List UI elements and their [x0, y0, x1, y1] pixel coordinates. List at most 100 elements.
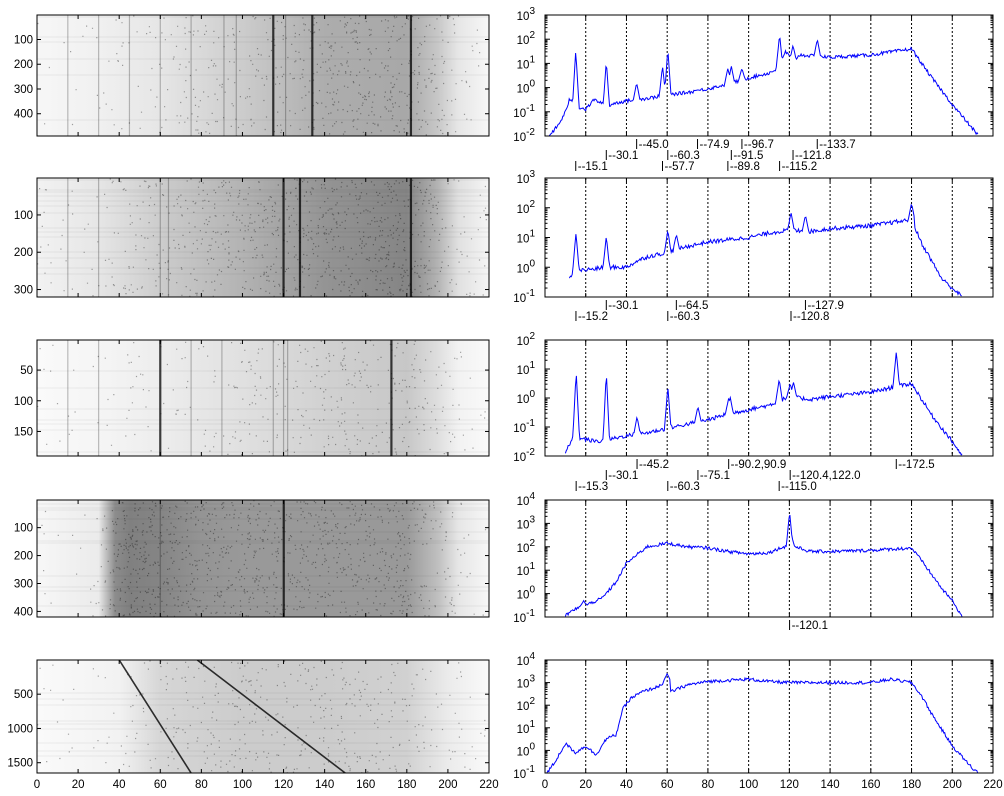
- x-tick-label: 80: [195, 779, 208, 791]
- y-tick-label: 1000: [7, 723, 33, 735]
- y-tick-label: 101: [517, 360, 536, 377]
- spectrum-panel-3: 10-2 10-1 100 101 102: [513, 331, 994, 464]
- peak-label: --30.1: [608, 300, 638, 312]
- y-tick-label: 200: [14, 59, 33, 71]
- waterfall-panel-3: 50 100 150: [14, 339, 490, 457]
- waterfall-panel-4: 100 200 300 400: [14, 499, 490, 618]
- waterfall-panel-1: 100 200 300 400: [14, 14, 490, 137]
- spectrum-frame: [544, 177, 994, 298]
- y-tick-label: 104: [517, 651, 536, 668]
- spectrum-line: [548, 37, 979, 136]
- peak-label: --15.2: [578, 311, 608, 323]
- y-tick-label: 103: [517, 674, 536, 691]
- x-tick-label: 60: [154, 779, 167, 791]
- y-tick-label: 100: [14, 523, 33, 535]
- y-tick-label: 103: [517, 6, 536, 23]
- peak-label: --121.8: [795, 150, 831, 162]
- peak-annotations-1: --45.0 --74.9 --96.7 --133.7 --30.1 --60.3 --9…: [575, 139, 856, 173]
- y-tick-label: 100: [517, 741, 536, 758]
- spectrum-line: [564, 514, 963, 617]
- y-tick-label: 300: [14, 285, 33, 297]
- y-tick-label: 200: [14, 551, 33, 563]
- peak-label: --15.3: [578, 481, 608, 493]
- peak-label: --133.7: [819, 139, 855, 151]
- waterfall-row-texture: [37, 370, 489, 453]
- y-tick-label: 10-2: [513, 127, 535, 144]
- y-tick-label: 400: [14, 606, 33, 618]
- peak-label: --60.3: [670, 481, 700, 493]
- y-tick-label: 101: [517, 54, 536, 71]
- x-tick-label: 100: [233, 779, 252, 791]
- x-tick-label: 200: [943, 779, 962, 791]
- x-tick-label: 80: [702, 779, 715, 791]
- peak-label: --89.8: [730, 161, 760, 173]
- y-tick-label: 101: [517, 719, 536, 736]
- y-tick-label: 100: [14, 396, 33, 408]
- peak-annotations-4: --120.1: [789, 620, 828, 632]
- x-tick-label: 40: [113, 779, 126, 791]
- y-tick-label: 300: [14, 84, 33, 96]
- x-tick-label: 0: [34, 779, 40, 791]
- waterfall-row-texture: [37, 15, 489, 121]
- x-tick-label: 100: [739, 779, 758, 791]
- spectrum-line: [546, 672, 979, 773]
- peak-label: --64.5: [678, 300, 708, 312]
- waterfall-background: [37, 660, 489, 773]
- y-tick-label: 102: [517, 199, 536, 216]
- peak-annotations-3: --45.2 --90.2,90.9 --172.5 --30.1 --75.1 --12…: [575, 459, 935, 493]
- peak-label: --57.7: [664, 161, 694, 173]
- y-tick-label: 100: [14, 210, 33, 222]
- y-tick-label: 103: [517, 514, 536, 531]
- peak-label: --96.7: [744, 139, 774, 151]
- spectrum-panel-1: 10-2 10-1 100 101 102 103: [513, 6, 994, 144]
- spectrum-line: [564, 352, 963, 456]
- y-tick-label: 103: [517, 169, 536, 186]
- y-tick-label: 102: [517, 696, 536, 713]
- waterfall-trace: [118, 660, 192, 773]
- x-tick-label: 140: [820, 779, 839, 791]
- x-tick-label: 180: [397, 779, 416, 791]
- peak-label: --60.3: [670, 311, 700, 323]
- spectrum-panel-5: 10-1 100 101 102 103 104 0 20 40 60 80 100 120 140 160…: [513, 651, 1002, 791]
- peak-label: --90.2,90.9: [731, 459, 787, 471]
- y-tick-label: 100: [14, 34, 33, 46]
- peak-label: --115.2: [782, 161, 818, 173]
- waterfall-background: [37, 178, 489, 297]
- y-tick-label: 400: [14, 109, 33, 121]
- x-tick-label: 120: [274, 779, 293, 791]
- waterfall-trace: [196, 660, 346, 773]
- y-tick-label: 50: [20, 365, 33, 377]
- peak-label: --120.4,122.0: [792, 470, 860, 482]
- x-tick-label: 160: [356, 779, 375, 791]
- spectrum-frame: [544, 659, 994, 774]
- peak-label: --115.0: [781, 481, 817, 493]
- x-tick-label: 160: [861, 779, 880, 791]
- waterfall-frame: [36, 14, 490, 137]
- peak-label: --120.1: [792, 620, 828, 632]
- peak-label: --30.1: [608, 150, 638, 162]
- y-tick-label: 300: [14, 578, 33, 590]
- y-tick-label: 10-1: [513, 418, 535, 435]
- x-tick-label: 20: [579, 779, 592, 791]
- y-tick-label: 100: [517, 258, 536, 275]
- y-tick-label: 102: [517, 30, 536, 47]
- y-tick-label: 104: [517, 491, 536, 508]
- x-tick-label: 120: [780, 779, 799, 791]
- y-tick-label: 10-1: [513, 288, 535, 305]
- x-tick-label: 180: [902, 779, 921, 791]
- y-tick-label: 102: [517, 331, 536, 348]
- waterfall-frame: [36, 499, 490, 618]
- waterfall-background: [37, 500, 489, 617]
- x-tick-label: 220: [983, 779, 1002, 791]
- waterfall-background: [37, 15, 489, 136]
- x-tick-label: 140: [315, 779, 334, 791]
- y-tick-label: 150: [14, 426, 33, 438]
- peak-label: --127.9: [807, 300, 843, 312]
- spectrum-panel-2: 10-1 100 101 102 103: [513, 169, 994, 305]
- y-tick-label: 10-2: [513, 447, 535, 464]
- plots-layer: 1002003004001002003005010015010020030040…: [7, 6, 1002, 791]
- x-tick-label: 40: [620, 779, 633, 791]
- waterfall-row-texture: [37, 503, 489, 607]
